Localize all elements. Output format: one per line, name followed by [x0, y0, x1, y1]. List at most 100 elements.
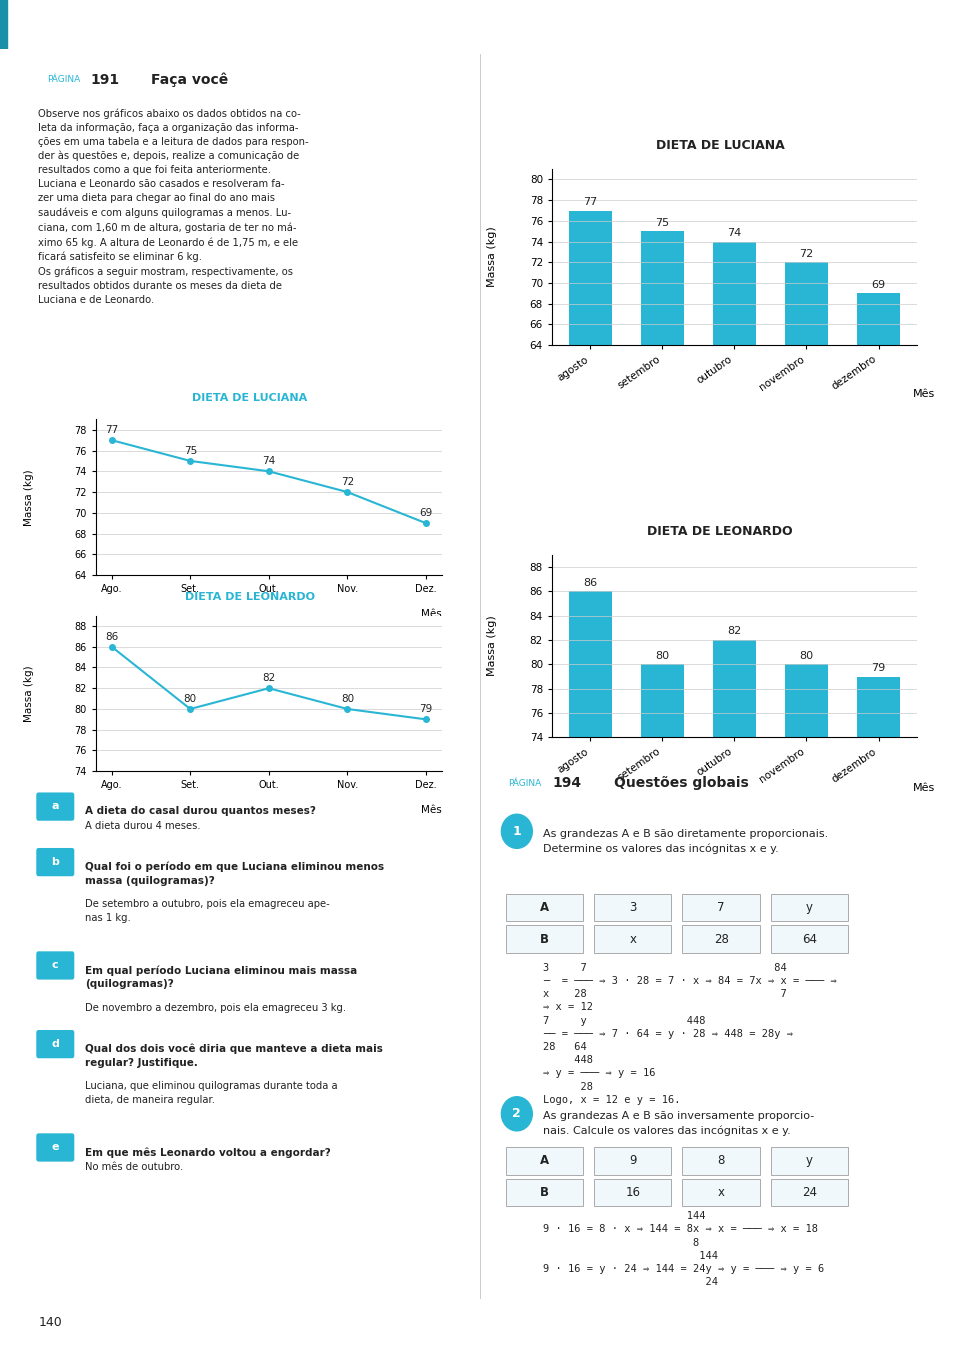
Text: 9: 9 — [629, 1154, 636, 1168]
Text: 7: 7 — [717, 901, 725, 915]
Text: 191: 191 — [90, 73, 119, 87]
Bar — [857, 676, 900, 737]
Text: DIETA DE LUCIANA: DIETA DE LUCIANA — [192, 392, 307, 403]
Circle shape — [501, 1097, 532, 1131]
Text: 75: 75 — [656, 218, 669, 229]
Text: Qual foi o período em que Luciana eliminou menos
massa (quilogramas)?: Qual foi o período em que Luciana elimin… — [84, 862, 384, 886]
Bar — [785, 664, 828, 737]
Text: Observe nos gráficos abaixo os dados obtidos na co-
leta da informação, faça a o: Observe nos gráficos abaixo os dados obt… — [38, 108, 309, 306]
Text: e: e — [52, 1142, 60, 1153]
Text: 80: 80 — [656, 651, 669, 660]
Text: Questões globais: Questões globais — [614, 777, 749, 790]
Text: d: d — [51, 1039, 60, 1049]
Text: x: x — [718, 1187, 725, 1199]
Text: 74: 74 — [728, 229, 741, 238]
Text: 64: 64 — [802, 932, 817, 946]
Text: Qual dos dois você diria que manteve a dieta mais
regular? Justifique.: Qual dos dois você diria que manteve a d… — [84, 1045, 383, 1068]
Text: B: B — [540, 932, 549, 946]
Bar — [712, 640, 756, 737]
Text: B: B — [540, 1187, 549, 1199]
FancyBboxPatch shape — [594, 1147, 671, 1174]
Y-axis label: Massa (kg): Massa (kg) — [24, 469, 34, 525]
FancyBboxPatch shape — [594, 893, 671, 921]
Text: 80: 80 — [341, 694, 354, 704]
FancyBboxPatch shape — [771, 893, 848, 921]
Text: De novembro a dezembro, pois ela emagreceu 3 kg.: De novembro a dezembro, pois ela emagrec… — [84, 1003, 346, 1013]
Text: 2: 2 — [513, 1107, 521, 1120]
Text: 28: 28 — [713, 932, 729, 946]
FancyBboxPatch shape — [36, 793, 74, 821]
Text: 24: 24 — [802, 1187, 817, 1199]
Text: y: y — [806, 901, 813, 915]
Text: 79: 79 — [420, 705, 433, 714]
Text: 194: 194 — [552, 777, 582, 790]
Text: No mês de outubro.: No mês de outubro. — [84, 1162, 183, 1172]
Text: 77: 77 — [105, 425, 118, 436]
Text: Mês: Mês — [420, 609, 442, 620]
FancyBboxPatch shape — [36, 1030, 74, 1058]
Text: 140: 140 — [38, 1316, 62, 1329]
Text: As grandezas A e B são diretamente proporcionais.
Determine os valores das incóg: As grandezas A e B são diretamente propo… — [543, 829, 828, 854]
Y-axis label: Massa (kg): Massa (kg) — [488, 227, 497, 287]
Text: A dieta do casal durou quantos meses?: A dieta do casal durou quantos meses? — [84, 806, 316, 816]
Bar — [568, 591, 612, 737]
FancyBboxPatch shape — [506, 925, 583, 953]
FancyBboxPatch shape — [36, 951, 74, 980]
Text: c: c — [52, 961, 59, 970]
Text: 144
9 · 16 = 8 · x ⇒ 144 = 8x ⇒ x = ─── ⇒ x = 18
                        8
     : 144 9 · 16 = 8 · x ⇒ 144 = 8x ⇒ x = ─── … — [543, 1211, 825, 1287]
Text: 74: 74 — [262, 456, 276, 467]
FancyBboxPatch shape — [594, 925, 671, 953]
FancyBboxPatch shape — [771, 1147, 848, 1174]
Text: DIETA DE LUCIANA: DIETA DE LUCIANA — [656, 139, 784, 152]
Text: 80: 80 — [183, 694, 197, 704]
Text: 72: 72 — [341, 478, 354, 487]
Text: 3     7                              84
─  = ─── ⇒ 3 · 28 = 7 · x ⇒ 84 = 7x ⇒ x : 3 7 84 ─ = ─── ⇒ 3 · 28 = 7 · x ⇒ 84 = 7… — [543, 963, 837, 1105]
Text: 16: 16 — [625, 1187, 640, 1199]
Text: Capítulo 8: Capítulo 8 — [365, 18, 428, 31]
Y-axis label: Massa (kg): Massa (kg) — [24, 666, 34, 721]
Text: Mês: Mês — [420, 805, 442, 816]
Bar — [640, 231, 684, 345]
Text: 77: 77 — [583, 198, 597, 207]
Text: x: x — [630, 932, 636, 946]
Text: 80: 80 — [800, 651, 813, 660]
Text: 1: 1 — [513, 825, 521, 838]
Text: RESOLUÇÃO DE ATIVIDADES: RESOLUÇÃO DE ATIVIDADES — [12, 16, 207, 32]
Bar — [712, 242, 756, 345]
FancyBboxPatch shape — [771, 1178, 848, 1207]
Y-axis label: Massa (kg): Massa (kg) — [488, 616, 497, 676]
Text: b: b — [51, 856, 60, 867]
Text: 72: 72 — [800, 249, 814, 260]
Text: As grandezas A e B são inversamente proporcio-
nais. Calcule os valores das incó: As grandezas A e B são inversamente prop… — [543, 1111, 815, 1137]
Text: a: a — [52, 801, 60, 812]
Bar — [0, 0, 7, 49]
Text: 86: 86 — [583, 578, 597, 587]
Text: A dieta durou 4 meses.: A dieta durou 4 meses. — [84, 821, 201, 831]
Text: 79: 79 — [872, 663, 886, 672]
FancyBboxPatch shape — [506, 1178, 583, 1207]
FancyBboxPatch shape — [771, 925, 848, 953]
FancyBboxPatch shape — [506, 893, 583, 921]
Text: PÁGINA: PÁGINA — [47, 76, 81, 84]
Text: 86: 86 — [105, 632, 118, 641]
FancyBboxPatch shape — [36, 848, 74, 877]
Text: 8: 8 — [717, 1154, 725, 1168]
Text: 3: 3 — [629, 901, 636, 915]
Text: 75: 75 — [183, 446, 197, 456]
FancyBboxPatch shape — [506, 1147, 583, 1174]
Text: 69: 69 — [420, 509, 433, 518]
FancyBboxPatch shape — [594, 1178, 671, 1207]
FancyBboxPatch shape — [683, 1147, 759, 1174]
Text: Faça você: Faça você — [151, 73, 228, 87]
Text: y: y — [806, 1154, 813, 1168]
Circle shape — [501, 815, 532, 848]
Text: 82: 82 — [728, 626, 741, 636]
FancyBboxPatch shape — [683, 925, 759, 953]
Text: Mês: Mês — [913, 783, 935, 793]
Bar — [785, 262, 828, 345]
FancyBboxPatch shape — [683, 893, 759, 921]
FancyBboxPatch shape — [683, 1178, 759, 1207]
Text: Em que mês Leonardo voltou a engordar?: Em que mês Leonardo voltou a engordar? — [84, 1147, 330, 1158]
Text: 82: 82 — [262, 674, 276, 683]
Bar — [568, 211, 612, 345]
